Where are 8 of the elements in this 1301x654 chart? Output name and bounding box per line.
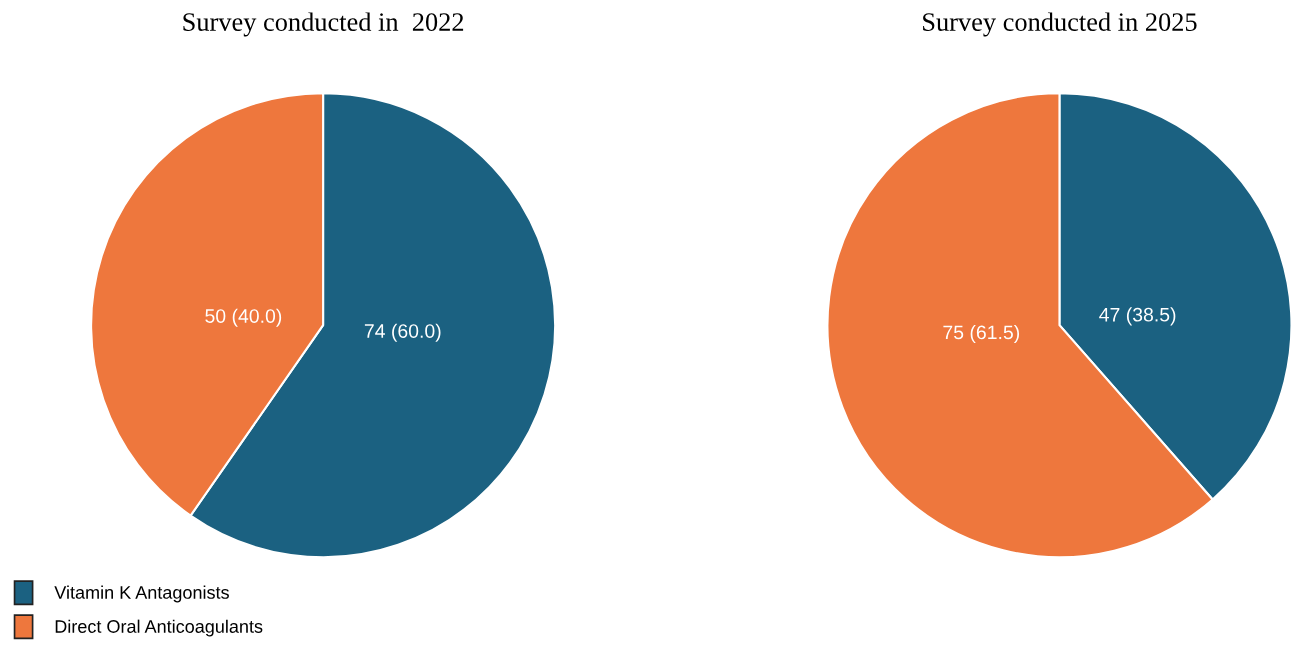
data-label: 50 (40.0) bbox=[205, 308, 282, 327]
data-label: 47 (38.5) bbox=[1099, 307, 1176, 326]
chart-title: Survey conducted in 2022 bbox=[183, 12, 464, 37]
chart-title: Survey conducted in 2025 bbox=[923, 12, 1197, 37]
legend-label: Vitamin K Antagonists bbox=[54, 585, 229, 603]
data-label: 75 (61.5) bbox=[943, 324, 1020, 344]
legend-label: Direct Oral Anticoagulants bbox=[55, 619, 263, 637]
data-label: 74 (60.0) bbox=[364, 323, 441, 342]
